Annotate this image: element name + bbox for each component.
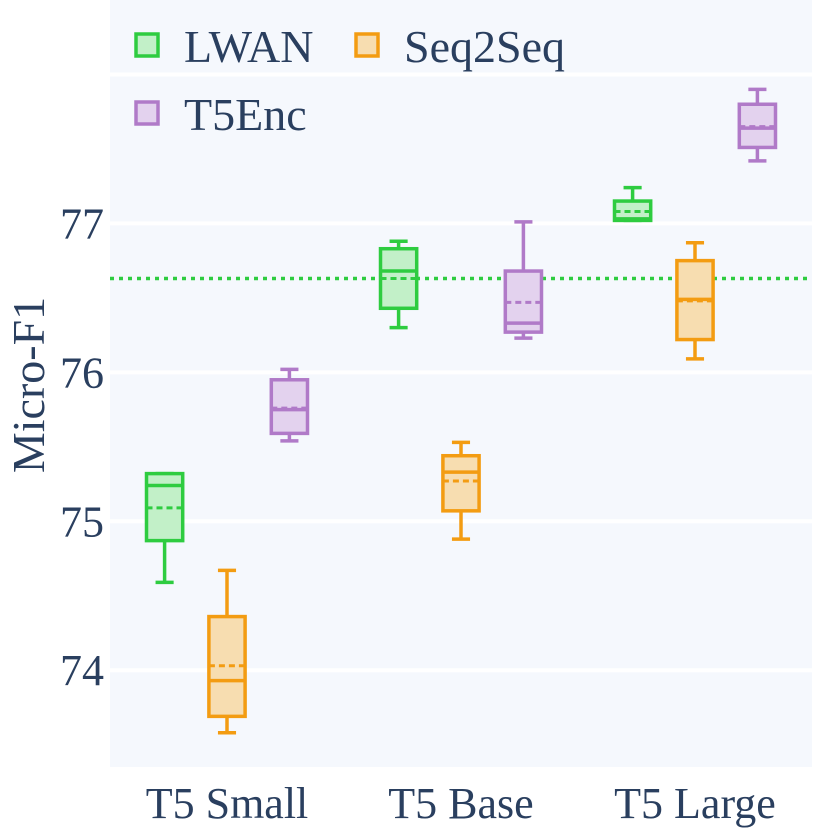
x-tick-label: T5 Small <box>146 779 309 828</box>
legend-swatch <box>134 32 160 58</box>
y-tick-label: 76 <box>60 348 104 397</box>
legend-item-seq2seq: Seq2Seq <box>354 21 565 72</box>
box-lwan-t5-base <box>378 239 419 330</box>
box-t5enc-t5-large <box>737 87 778 163</box>
legend-item-t5enc: T5Enc <box>134 89 307 140</box>
y-tick-label: 75 <box>60 497 104 546</box>
legend-label: T5Enc <box>184 89 307 140</box>
legend: LWAN Seq2Seq T5Enc <box>134 21 565 140</box>
box-iqr <box>441 453 481 513</box>
boxes-group <box>144 87 778 735</box>
legend-label: LWAN <box>184 21 313 72</box>
box-lwan-t5-small <box>144 471 185 585</box>
box-lwan-t5-large <box>612 185 653 223</box>
legend-label: Seq2Seq <box>404 21 565 72</box>
box-t5enc-t5-base <box>503 220 544 340</box>
box-t5enc-t5-small <box>269 367 310 443</box>
x-axis: T5 Small T5 Base T5 Large <box>146 779 776 828</box>
x-tick-label: T5 Base <box>388 779 533 828</box>
y-axis-label: Micro-F1 <box>3 297 54 473</box>
legend-item-lwan: LWAN <box>134 21 313 72</box>
legend-swatch <box>354 32 380 58</box>
box-seq2seq-t5-large <box>675 241 715 361</box>
box-seq2seq-t5-base <box>441 440 481 541</box>
x-tick-label: T5 Large <box>614 779 776 828</box>
y-tick-label: 74 <box>60 646 104 695</box>
box-seq2seq-t5-small <box>207 568 247 735</box>
y-tick-label: 77 <box>60 199 104 248</box>
legend-swatch <box>134 100 160 126</box>
y-axis: 74 75 76 77 <box>60 199 104 695</box>
